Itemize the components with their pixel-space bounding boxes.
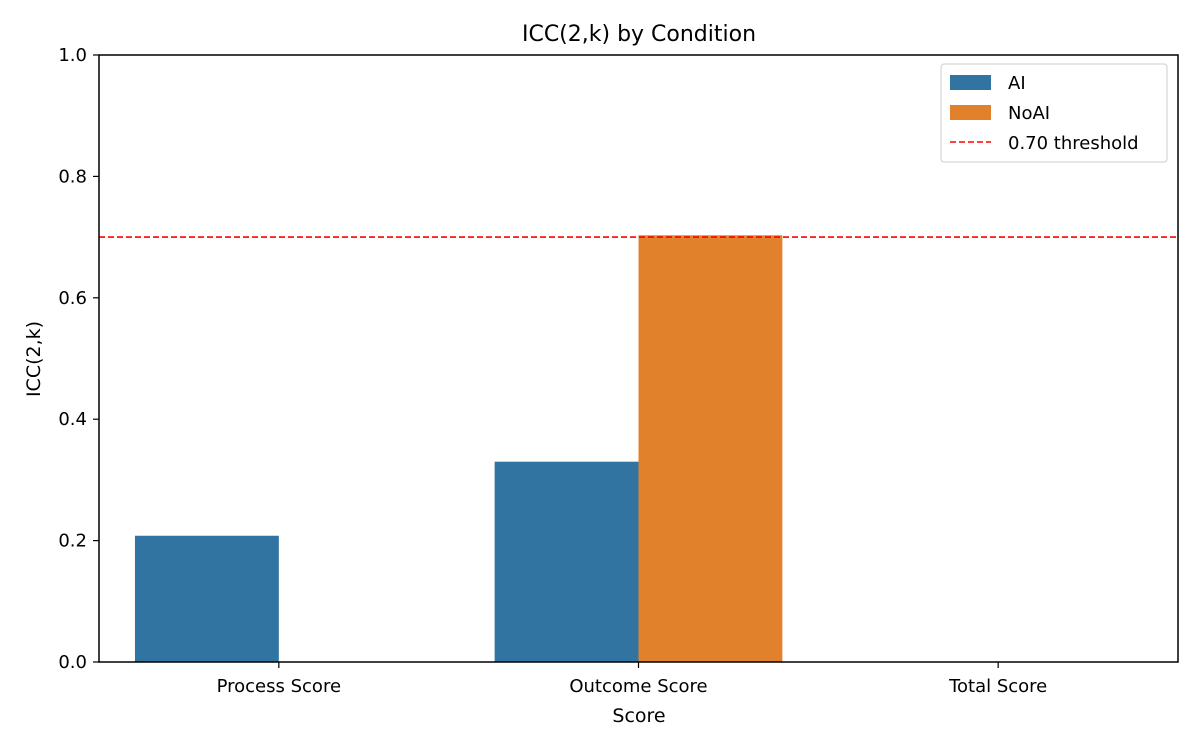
y-tick-label: 1.0	[58, 45, 87, 66]
y-tick-label: 0.4	[58, 409, 87, 430]
legend: AI NoAI 0.70 threshold	[940, 63, 1168, 163]
legend-label-ai: AI	[1008, 73, 1026, 94]
bar-ai-process-score	[134, 535, 279, 662]
y-axis-label: ICC(2,k)	[23, 321, 45, 397]
y-axis: 0.0 0.2 0.4 0.6 0.8 1.0	[58, 45, 99, 673]
y-tick-label: 0.6	[58, 288, 87, 309]
x-axis: Process Score Outcome Score Total Score	[217, 662, 1047, 697]
x-tick-label-outcome-score: Outcome Score	[569, 676, 707, 697]
y-tick-label: 0.2	[58, 531, 87, 552]
legend-label-threshold: 0.70 threshold	[1008, 133, 1139, 154]
y-tick-label: 0.0	[58, 652, 87, 673]
legend-swatch-noai	[950, 105, 991, 120]
x-tick-label-total-score: Total Score	[948, 676, 1047, 697]
bar-noai-outcome-score	[638, 235, 783, 663]
legend-label-noai: NoAI	[1008, 103, 1050, 124]
y-tick-label: 0.8	[58, 166, 87, 187]
bar-ai-outcome-score	[494, 461, 639, 662]
chart-title: ICC(2,k) by Condition	[522, 22, 756, 47]
x-axis-label: Score	[612, 705, 665, 727]
x-tick-label-process-score: Process Score	[217, 676, 341, 697]
legend-swatch-ai	[950, 75, 991, 90]
legend-frame	[940, 63, 1168, 163]
bars-group	[134, 235, 783, 663]
